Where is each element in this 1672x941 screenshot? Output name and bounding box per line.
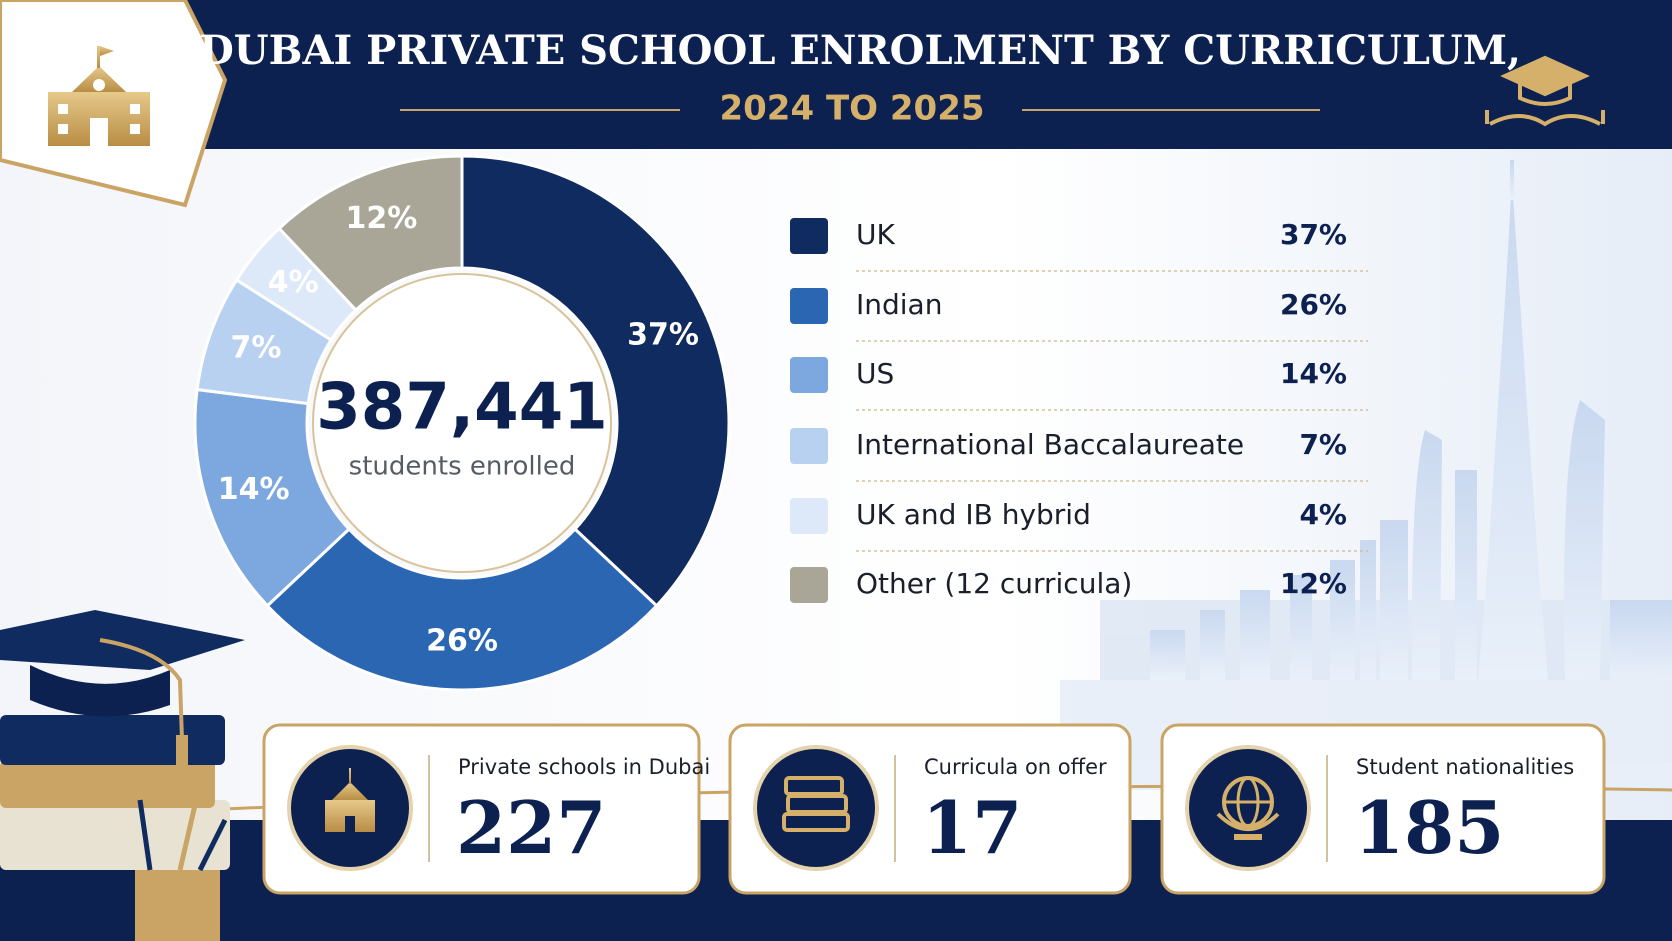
card-icon-circle <box>1185 745 1311 871</box>
legend-value: 26% <box>1280 288 1347 321</box>
legend-swatch <box>790 357 828 393</box>
slice-label: 14% <box>218 472 290 507</box>
stat-label: Private schools in Dubai <box>458 755 710 779</box>
stat-card: Curricula on offer 17 <box>728 723 1132 895</box>
card-icon <box>325 768 375 832</box>
stat-value: 227 <box>456 785 606 870</box>
donut-center <box>312 273 612 573</box>
slice-label: 12% <box>345 201 417 236</box>
slice-label: 7% <box>230 330 281 365</box>
legend-label: Other (12 curricula) <box>856 567 1132 600</box>
slice-label: 37% <box>627 318 699 353</box>
legend: UK 37% Indian 26% US 14% International Baccala… <box>790 218 1368 603</box>
stat-cards: Private schools in Dubai 227 Curricula on … <box>262 723 1606 895</box>
stat-value: 185 <box>1354 785 1504 870</box>
card-icon <box>1216 776 1280 840</box>
icon-part <box>1216 812 1280 831</box>
legend-value: 4% <box>1299 498 1347 531</box>
school-icon <box>48 46 150 146</box>
card-icon-circle <box>753 745 879 871</box>
icon-part <box>349 768 351 784</box>
legend-value: 12% <box>1280 567 1347 600</box>
donut-chart: 37% 26% 14% 7% 4% 12% 387,441 students enrolled <box>193 154 731 692</box>
chart-title: DUBAI PRIVATE SCHOOL ENROLMENT BY CURRIC… <box>199 27 1521 74</box>
icon-part <box>345 816 355 832</box>
legend-swatch <box>790 428 828 464</box>
legend-label: Indian <box>856 288 942 321</box>
legend-swatch <box>790 218 828 254</box>
icon-part <box>1234 834 1262 840</box>
icon-part <box>332 782 368 800</box>
legend-label: UK <box>856 218 895 251</box>
slice-label: 26% <box>426 624 498 659</box>
stat-card: Private schools in Dubai 227 <box>262 723 710 895</box>
donut-slice <box>460 154 731 608</box>
center-value: 387,441 <box>316 371 608 445</box>
donut-slice <box>277 154 464 313</box>
chart-subtitle: 2024 TO 2025 <box>719 89 984 129</box>
stat-card: Student nationalities 185 <box>1160 723 1606 895</box>
center-text: students enrolled <box>349 452 576 482</box>
books-decoration <box>0 610 245 941</box>
stat-value: 17 <box>922 785 1022 870</box>
card-icon <box>782 776 850 832</box>
legend-value: 7% <box>1299 428 1347 461</box>
legend-swatch <box>790 498 828 534</box>
stat-label: Curricula on offer <box>924 755 1107 779</box>
donut-slice <box>265 526 659 692</box>
legend-label: International Baccalaureate <box>856 428 1244 461</box>
icon-part <box>784 776 844 796</box>
legend-swatch <box>790 288 828 324</box>
legend-value: 37% <box>1280 218 1347 251</box>
legend-label: US <box>856 357 894 390</box>
legend-swatch <box>790 567 828 603</box>
graduation-icon <box>1485 55 1605 127</box>
stat-label: Student nationalities <box>1356 755 1574 779</box>
header-band <box>0 0 1672 149</box>
slice-label: 4% <box>268 265 319 300</box>
legend-label: UK and IB hybrid <box>856 498 1091 531</box>
legend-value: 14% <box>1280 357 1347 390</box>
